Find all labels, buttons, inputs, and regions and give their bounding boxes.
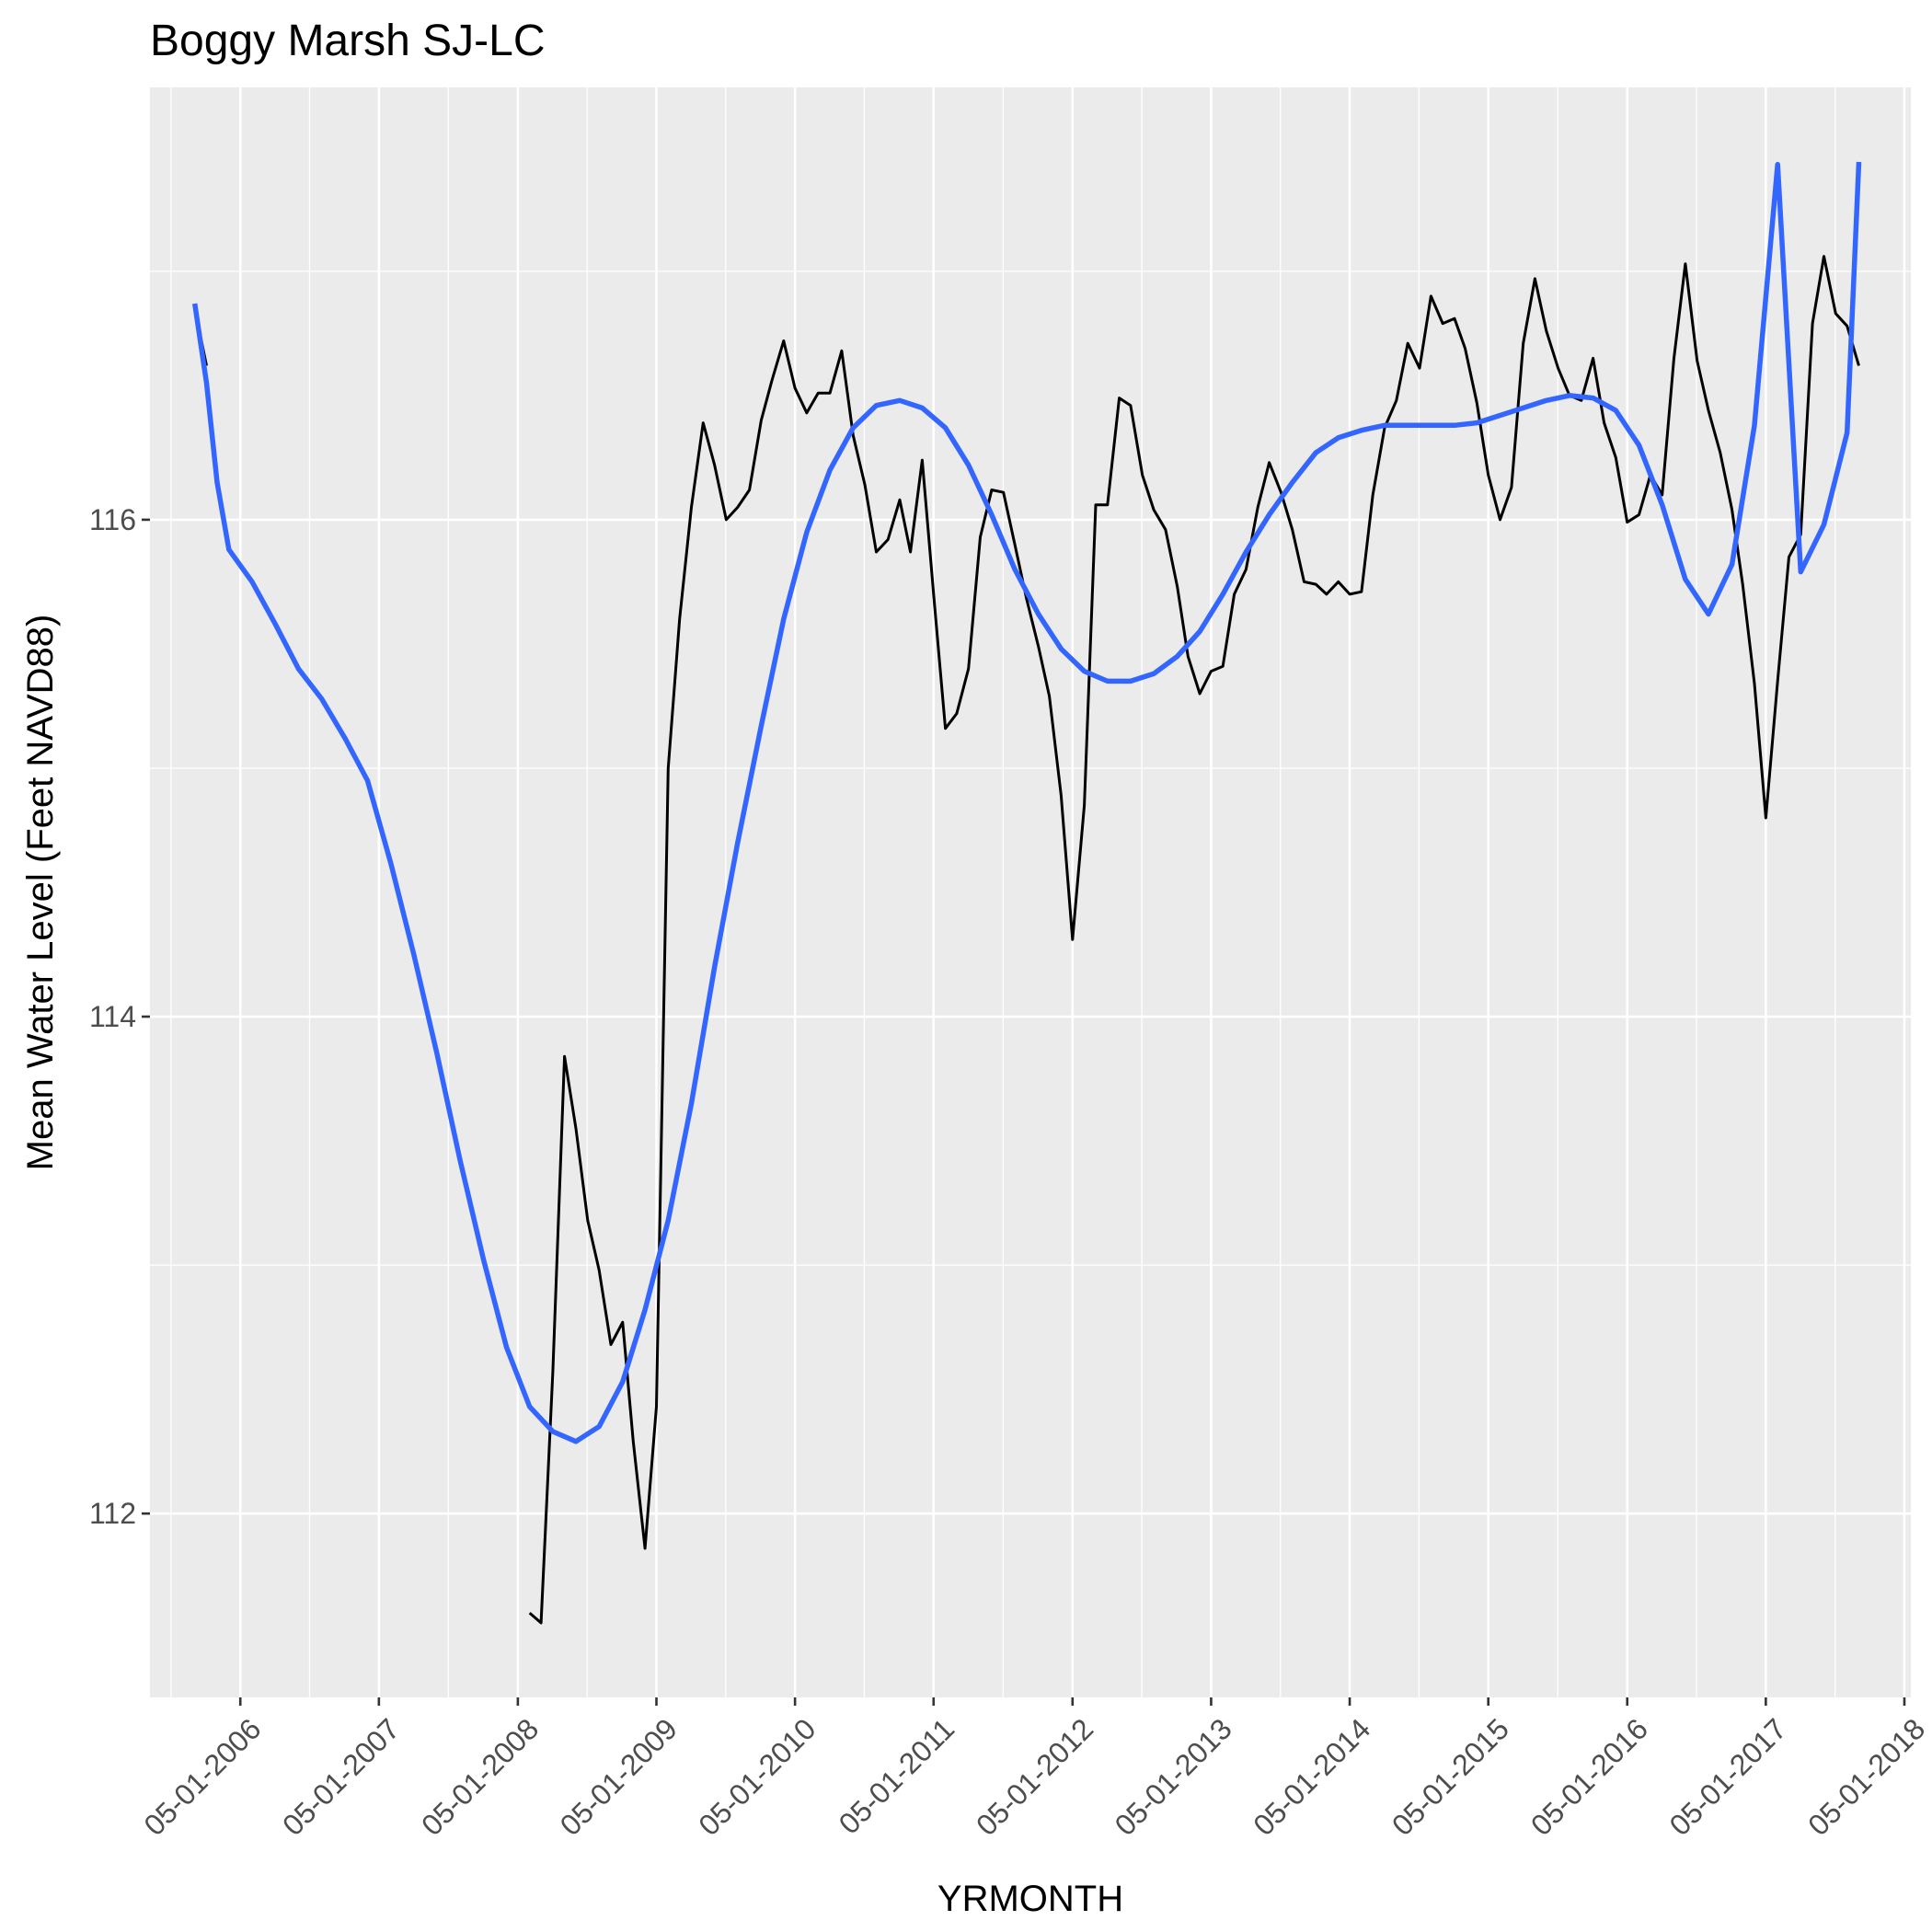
y-axis: 112 114 116 xyxy=(89,503,150,1530)
y-tick-label: 112 xyxy=(89,1497,136,1530)
smoothed-trend-line-segment-1 xyxy=(191,161,1862,1444)
series-layer xyxy=(191,161,1862,1625)
observed-series-line-segment-2 xyxy=(528,255,1860,1625)
plot-panel xyxy=(150,87,1911,1697)
x-axis-title: YRMONTH xyxy=(937,1879,1123,1919)
y-axis-title: Mean Water Level (Feet NAVD88) xyxy=(20,615,61,1171)
y-tick-label: 114 xyxy=(89,1000,136,1033)
minor-gridlines xyxy=(150,87,1911,1697)
y-tick-label: 116 xyxy=(89,503,136,536)
major-gridlines xyxy=(150,87,1911,1697)
chart-title: Boggy Marsh SJ-LC xyxy=(150,17,546,65)
